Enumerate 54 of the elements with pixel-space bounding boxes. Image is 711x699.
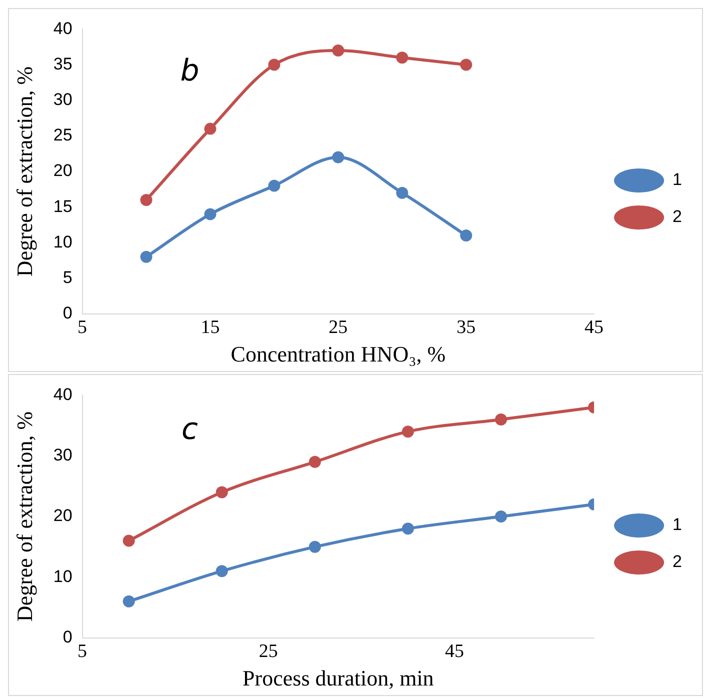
y-tick-label: 20 — [53, 506, 72, 526]
y-tick-label: 0 — [62, 627, 72, 646]
point — [402, 522, 414, 535]
y-tick-label: 30 — [53, 90, 72, 110]
y-tick-label: 15 — [53, 196, 72, 216]
point — [396, 52, 408, 64]
x-tick-label: 35 — [456, 317, 476, 338]
point — [204, 122, 216, 135]
point — [140, 250, 152, 263]
point — [495, 413, 508, 426]
x-axis-title: Process duration, min — [242, 666, 434, 691]
annotation: c — [182, 412, 199, 447]
x-tick-label: 45 — [444, 641, 464, 662]
legend-label: 2 — [672, 552, 682, 572]
point — [204, 208, 216, 220]
point — [332, 151, 344, 164]
y-tick-label: 35 — [53, 54, 72, 74]
point — [140, 194, 152, 206]
point — [460, 230, 472, 242]
x-tick-label: 15 — [200, 317, 220, 338]
point — [460, 58, 472, 71]
x-axis-title: Concentration HNO₃, % — [230, 342, 446, 367]
y-tick-label: 40 — [53, 384, 72, 404]
y-tick-label: 20 — [53, 161, 72, 180]
y-axis-title: Degree of extraction, % — [12, 66, 37, 277]
point — [268, 58, 280, 71]
point — [122, 534, 135, 547]
annotation: b — [180, 53, 200, 88]
legend-label: 1 — [672, 515, 682, 534]
legend-label: 1 — [672, 170, 682, 190]
y-tick-label: 0 — [62, 303, 72, 322]
legend-label: 2 — [672, 207, 682, 226]
point — [308, 540, 321, 553]
y-tick-label: 10 — [53, 232, 72, 252]
point — [402, 426, 414, 438]
x-tick-label: 25 — [258, 641, 278, 662]
y-axis-title: Degree of extraction, % — [12, 411, 37, 622]
x-tick-label: 45 — [584, 317, 604, 338]
point — [122, 595, 135, 608]
point — [216, 486, 228, 498]
x-tick-label: 25 — [328, 317, 348, 338]
x-tick-label: 5 — [78, 317, 88, 338]
y-tick-label: 40 — [53, 18, 72, 38]
point — [216, 565, 228, 578]
y-tick-label: 10 — [53, 566, 72, 586]
point — [332, 44, 344, 57]
x-tick-label: 5 — [78, 641, 88, 662]
point — [495, 510, 508, 522]
y-tick-label: 5 — [62, 268, 72, 287]
point — [396, 186, 408, 199]
point — [308, 456, 321, 468]
y-tick-label: 25 — [53, 126, 72, 145]
point — [268, 180, 280, 192]
y-tick-label: 30 — [53, 446, 72, 465]
